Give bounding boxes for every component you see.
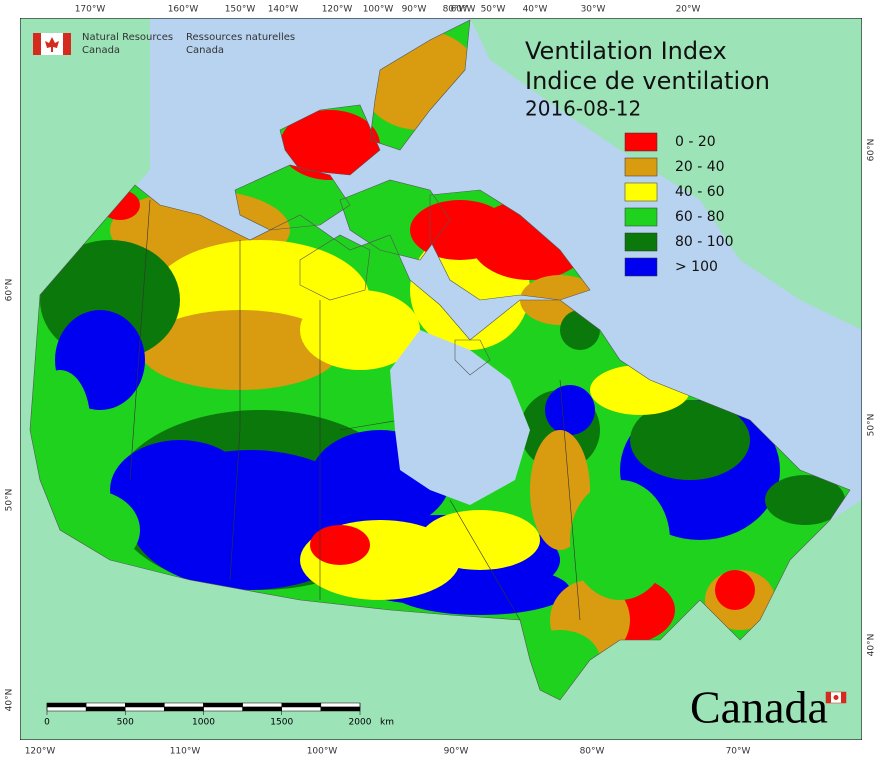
longitude-label: 100°W [363,5,394,15]
index-zone [310,525,370,565]
legend-label: 0 - 20 [675,134,716,150]
scale-bar: 0 500 1000 1500 2000 km [44,702,394,728]
scale-segment [320,702,361,708]
wordmark: Canada [690,682,847,733]
agency-en: Canada [82,45,120,56]
agency-fr: Canada [186,45,224,56]
scale-segment [125,702,165,708]
legend-swatch [624,257,658,277]
agency-fr: Ressources naturelles [186,32,295,43]
latitude-label: 40°N [5,689,15,712]
longitude-label: 30°W [581,5,606,15]
longitude-label: 90°W [402,5,427,15]
canada-outline [29,19,851,701]
longitude-label: 150°W [225,5,256,15]
scale-label: 1000 [192,718,215,728]
scale-segment [281,706,322,712]
scale-segment [242,706,282,712]
longitude-label: 50°W [481,5,506,15]
scale-unit: km [380,718,394,728]
longitude-label: 160°W [168,5,199,15]
flag-bar [826,692,831,703]
legend-swatch [624,207,658,227]
land-greenland [470,18,862,330]
latitude-label: 50°N [867,414,877,437]
longitude-label: 80°W [443,5,468,15]
legend: 0 - 20 20 - 40 40 - 60 60 - 80 80 - 100 > 100 [624,132,734,277]
scale-segment [203,706,243,712]
longitude-label: 60°W [451,5,476,15]
title: Ventilation Index [525,37,727,65]
canada-wordmark: Canada [690,682,828,733]
scale-label: 2000 [349,718,372,728]
longitude-label: 120°W [25,747,56,757]
province-borders [129,199,581,621]
scale-segment [46,702,87,708]
map-area [20,18,862,740]
title: Indice de ventilation [525,67,770,95]
index-zone [570,480,670,600]
flag-bar [841,692,846,703]
legend-swatch [624,182,658,202]
latitude-label: 60°N [867,139,877,162]
latitude-label: 50°N [5,489,15,512]
longitude-label: 20°W [676,5,701,15]
scale-segment [281,702,322,708]
legend-label: 20 - 40 [675,159,725,175]
maple-leaf [833,695,839,700]
index-zone [545,385,595,435]
scale-segment [125,706,165,712]
nrcan-logo: Natural Resources Canada Ressources natu… [33,32,295,56]
scale-segment [242,702,282,708]
legend-label: > 100 [675,259,718,275]
maple-leaf [45,37,59,52]
index-zone [110,440,250,540]
index-zone [410,200,510,260]
longitude-label: 90°W [444,747,469,757]
scale-label: 0 [44,718,50,728]
index-zone [420,510,540,570]
latitude-label: 40°N [867,634,877,657]
index-zone [715,570,755,610]
longitude-label: 140°W [268,5,299,15]
legend-label: 40 - 60 [675,184,725,200]
longitude-label: 80°W [580,747,605,757]
hudson-bay [390,330,530,505]
latitude-label: 60°N [5,279,15,302]
legend-label: 80 - 100 [675,234,734,250]
scale-segment [85,702,126,708]
legend-label: 60 - 80 [675,209,725,225]
scale-label: 1500 [270,718,293,728]
flag-bar [33,33,41,55]
flag-bar [63,33,71,55]
longitude-label: 40°W [523,5,548,15]
legend-swatch [624,157,658,177]
scale-segment [85,706,126,712]
longitude-label: 70°W [726,747,751,757]
scale-segment [46,706,87,712]
legend-swatch [624,232,658,252]
longitude-label: 120°W [322,5,353,15]
index-zone [30,370,90,470]
legend-swatch [624,132,658,152]
scale-label: 500 [117,718,134,728]
index-zone [765,475,845,525]
index-zone [300,290,420,370]
agency-en: Natural Resources [82,32,173,43]
land-us-alaska [20,18,862,740]
longitude-label: 100°W [307,747,338,757]
scale-segment [164,702,204,708]
index-zone [630,400,750,480]
scale-segment [203,702,243,708]
index-zone [280,110,380,180]
longitude-label: 110°W [170,747,201,757]
date: 2016-08-12 [525,97,641,121]
scale-segment [164,706,204,712]
scale-segment [320,706,361,712]
longitude-label: 170°W [75,5,106,15]
